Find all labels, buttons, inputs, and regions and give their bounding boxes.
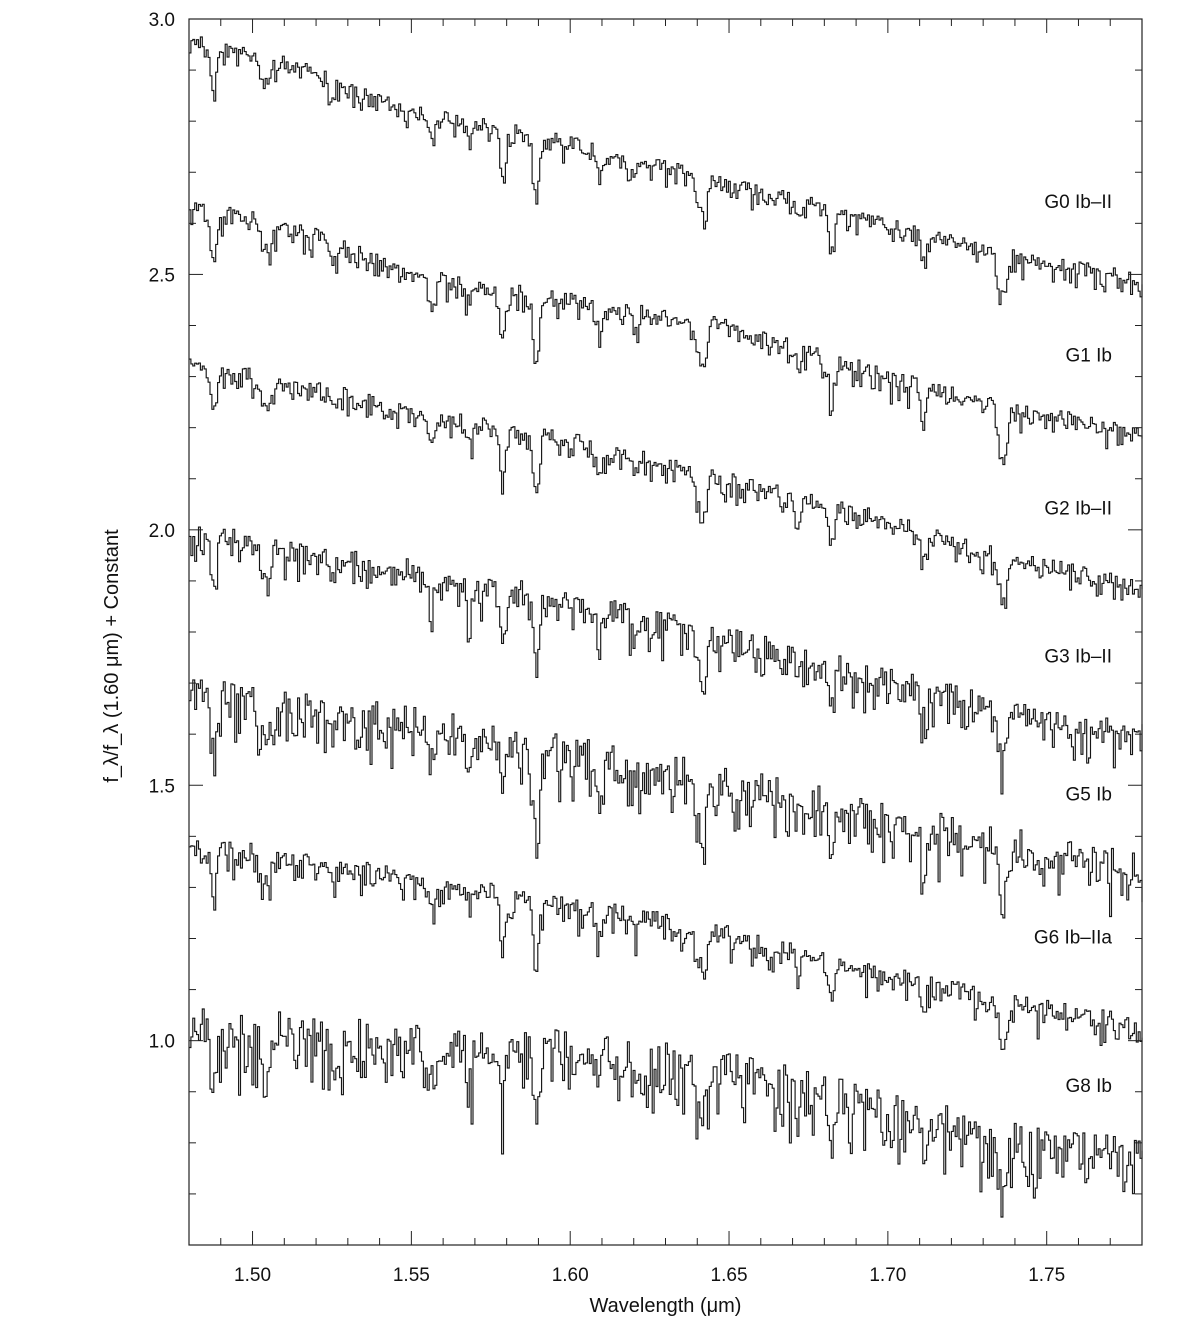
y-tick-label: 2.0 — [149, 521, 175, 542]
x-tick-label: 1.65 — [711, 1265, 748, 1286]
spectrum-line-6 — [189, 1008, 1143, 1218]
spectrum-line-5 — [189, 840, 1143, 1050]
y-tick-label: 2.5 — [149, 265, 175, 286]
series-label: G5 Ib — [1066, 785, 1112, 806]
series-label: G0 Ib–II — [1044, 192, 1112, 213]
axis-ticks: 1.50 1.55 1.60 1.65 1.70 1.75 1.0 1.5 2.0 2.5 3.0 — [149, 10, 1143, 1286]
series-label: G8 Ib — [1066, 1076, 1112, 1097]
x-tick-label: 1.55 — [393, 1265, 430, 1286]
series-labels: G0 Ib–II G1 Ib G2 Ib–II G3 Ib–II G5 Ib G6 Ib–… — [1034, 192, 1113, 1097]
y-tick-label: 3.0 — [149, 10, 175, 31]
series-label: G2 Ib–II — [1044, 499, 1112, 520]
spectrum-line-0 — [189, 36, 1143, 306]
series-label: G3 Ib–II — [1044, 647, 1112, 668]
x-tick-label: 1.75 — [1028, 1265, 1065, 1286]
y-tick-label: 1.0 — [149, 1032, 175, 1053]
x-tick-label: 1.60 — [552, 1265, 589, 1286]
spectrum-line-4 — [189, 679, 1143, 919]
spectrum-line-2 — [189, 358, 1143, 609]
spectrum-line-1 — [189, 202, 1143, 466]
y-axis-title: f_λ/f_λ (1.60 μm) + Constant — [101, 529, 123, 783]
y-tick-label: 1.5 — [149, 776, 175, 797]
spectrum-line-3 — [189, 526, 1143, 795]
series-label: G1 Ib — [1066, 345, 1112, 366]
x-axis-title: Wavelength (μm) — [590, 1295, 742, 1317]
x-tick-label: 1.50 — [234, 1265, 271, 1286]
spectra-group — [189, 36, 1143, 1218]
series-label: G6 Ib–IIa — [1034, 928, 1113, 949]
x-tick-label: 1.70 — [869, 1265, 906, 1286]
